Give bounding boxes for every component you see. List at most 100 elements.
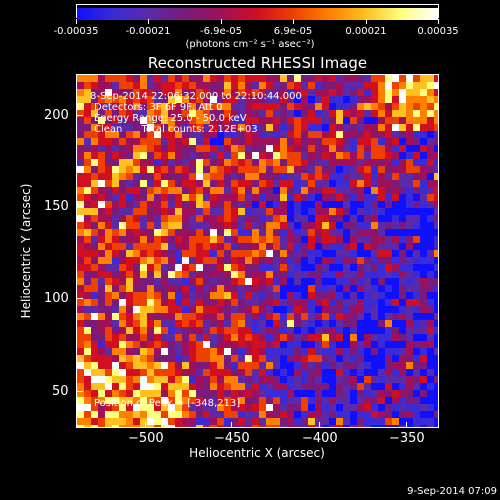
colorbar-tick-label: -6.9e-05: [200, 26, 242, 37]
heatmap-cell: [217, 110, 224, 117]
heatmap-cell: [301, 152, 308, 159]
heatmap-cell: [252, 334, 259, 341]
heatmap-cell: [182, 285, 189, 292]
heatmap-cell: [273, 173, 280, 180]
heatmap-cell: [196, 383, 203, 390]
heatmap-cell: [413, 131, 420, 138]
heatmap-cell: [420, 299, 427, 306]
heatmap-cell: [77, 376, 84, 383]
heatmap-cell: [280, 362, 287, 369]
heatmap-cell: [133, 271, 140, 278]
heatmap-cell: [133, 145, 140, 152]
heatmap-cell: [350, 222, 357, 229]
heatmap-cell: [133, 320, 140, 327]
heatmap-cell: [399, 334, 406, 341]
heatmap-cell: [224, 187, 231, 194]
heatmap-cell: [350, 145, 357, 152]
heatmap-cell: [133, 285, 140, 292]
heatmap-cell: [259, 299, 266, 306]
heatmap-cell: [91, 390, 98, 397]
heatmap-cell: [322, 327, 329, 334]
heatmap-cell: [224, 173, 231, 180]
heatmap-cell: [322, 201, 329, 208]
heatmap-cell: [252, 82, 259, 89]
heatmap-cell: [91, 299, 98, 306]
heatmap-cell: [126, 145, 133, 152]
heatmap-cell: [245, 215, 252, 222]
heatmap-cell: [343, 229, 350, 236]
heatmap-cell: [126, 166, 133, 173]
heatmap-cell: [336, 425, 343, 427]
heatmap-cell: [273, 138, 280, 145]
heatmap-cell: [147, 173, 154, 180]
heatmap-cell: [105, 376, 112, 383]
heatmap-cell: [301, 299, 308, 306]
heatmap-cell: [196, 264, 203, 271]
heatmap-cell: [147, 327, 154, 334]
heatmap-cell: [126, 89, 133, 96]
heatmap-cell: [329, 390, 336, 397]
heatmap-cell: [224, 138, 231, 145]
heatmap-cell: [182, 411, 189, 418]
heatmap-cell: [259, 82, 266, 89]
heatmap-cell: [420, 313, 427, 320]
heatmap-cell: [343, 138, 350, 145]
heatmap-cell: [245, 145, 252, 152]
heatmap-cell: [189, 173, 196, 180]
heatmap-cell: [210, 159, 217, 166]
heatmap-cell: [91, 341, 98, 348]
heatmap-cell: [126, 271, 133, 278]
heatmap-cell: [168, 194, 175, 201]
heatmap-cell: [399, 292, 406, 299]
heatmap-cell: [175, 320, 182, 327]
heatmap-cell: [231, 138, 238, 145]
heatmap-cell: [196, 166, 203, 173]
heatmap-cell: [273, 390, 280, 397]
heatmap-cell: [308, 166, 315, 173]
heatmap-cell: [175, 194, 182, 201]
heatmap-cell: [287, 313, 294, 320]
heatmap-cell: [252, 390, 259, 397]
heatmap-cell: [259, 285, 266, 292]
heatmap-cell: [315, 292, 322, 299]
heatmap-cell: [364, 376, 371, 383]
heatmap-cell: [245, 243, 252, 250]
heatmap-cell: [399, 145, 406, 152]
heatmap-cell: [280, 75, 287, 82]
heatmap-cell: [245, 348, 252, 355]
heatmap-cell: [385, 327, 392, 334]
heatmap-cell: [280, 124, 287, 131]
heatmap-cell: [203, 215, 210, 222]
heatmap-cell: [294, 348, 301, 355]
heatmap-cell: [259, 278, 266, 285]
heatmap-cell: [182, 117, 189, 124]
heatmap-cell: [280, 187, 287, 194]
heatmap-cell: [259, 271, 266, 278]
heatmap-cell: [161, 355, 168, 362]
heatmap-cell: [427, 159, 434, 166]
heatmap-cell: [399, 236, 406, 243]
heatmap-cell: [84, 404, 91, 411]
heatmap-cell: [259, 75, 266, 82]
heatmap-cell: [217, 264, 224, 271]
heatmap-cell: [147, 369, 154, 376]
heatmap-cell: [315, 348, 322, 355]
heatmap-cell: [329, 313, 336, 320]
heatmap-cell: [217, 362, 224, 369]
heatmap-cell: [259, 173, 266, 180]
heatmap-cell: [140, 411, 147, 418]
heatmap-cell: [140, 292, 147, 299]
heatmap-cell: [434, 425, 438, 427]
heatmap-cell: [322, 117, 329, 124]
heatmap-cell: [252, 362, 259, 369]
heatmap-cell: [287, 236, 294, 243]
heatmap-cell: [420, 250, 427, 257]
colorbar-tick: [438, 19, 439, 24]
heatmap-cell: [315, 187, 322, 194]
heatmap-cell: [112, 82, 119, 89]
heatmap-cell: [266, 264, 273, 271]
heatmap-cell: [133, 152, 140, 159]
heatmap-cell: [308, 250, 315, 257]
heatmap-cell: [98, 229, 105, 236]
heatmap-cell: [126, 341, 133, 348]
